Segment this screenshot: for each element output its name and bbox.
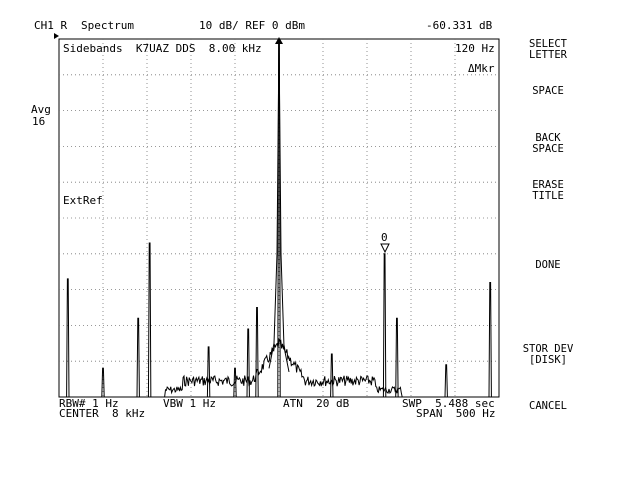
spectrum-peak — [255, 307, 259, 398]
avg-count: 16 — [32, 115, 46, 128]
spectrum-peak — [246, 328, 250, 398]
spectrum-peak — [101, 367, 105, 398]
softkey-cancel[interactable]: CANCEL — [529, 400, 567, 412]
marker-number: 0 — [381, 231, 388, 244]
spectrum-peak — [206, 346, 211, 398]
softkey-select-letter[interactable]: SELECT LETTER — [529, 38, 567, 61]
spectrum-peak — [66, 278, 70, 398]
span-label: SPAN 500 Hz — [416, 407, 496, 420]
spectrum-peak — [233, 367, 237, 398]
spectrum-trace — [59, 337, 499, 398]
attenuation-label: ATN 20 dB — [283, 397, 350, 410]
marker-readout: -60.331 dB — [426, 19, 493, 32]
reference-marker-icon — [275, 37, 283, 44]
spectrum-peak — [488, 281, 492, 398]
avg-label: Avg — [31, 103, 51, 116]
spectrum-peak — [382, 253, 387, 398]
channel-label: CH1 R — [34, 19, 68, 32]
trace-title: Sidebands K7UAZ DDS 8.00 kHz — [63, 42, 262, 55]
spectrum-peak — [395, 317, 399, 398]
rbw-label: RBW# 1 Hz — [59, 397, 119, 410]
delta-marker-icon — [380, 243, 390, 254]
vbw-label: VBW 1 Hz — [163, 397, 216, 410]
softkey-space[interactable]: SPACE — [532, 85, 564, 97]
sweep-time-label: SWP 5.488 sec — [402, 397, 495, 410]
center-frequency-label: CENTER 8 kHz — [59, 407, 146, 420]
softkey-erase-title[interactable]: ERASE TITLE — [532, 179, 564, 202]
scale-label: 10 dB/ REF 0 dBm — [199, 19, 305, 32]
spectrum-peak — [444, 364, 448, 398]
spectrum-peak — [136, 317, 140, 398]
ext-ref-label: ExtRef — [63, 194, 103, 207]
spectrum-peak — [147, 242, 152, 398]
softkey-stor-dev[interactable]: STOR DEV [DISK] — [522, 343, 574, 366]
delta-marker-label: ΔMkr — [468, 62, 495, 75]
softkey-back-space[interactable]: BACK SPACE — [532, 132, 564, 155]
marker-offset: 120 Hz — [455, 42, 495, 55]
softkey-done[interactable]: DONE — [535, 259, 561, 271]
mode-label: Spectrum — [81, 19, 134, 32]
channel-arrow-icon — [54, 33, 59, 39]
spectrum-peak — [330, 353, 334, 398]
